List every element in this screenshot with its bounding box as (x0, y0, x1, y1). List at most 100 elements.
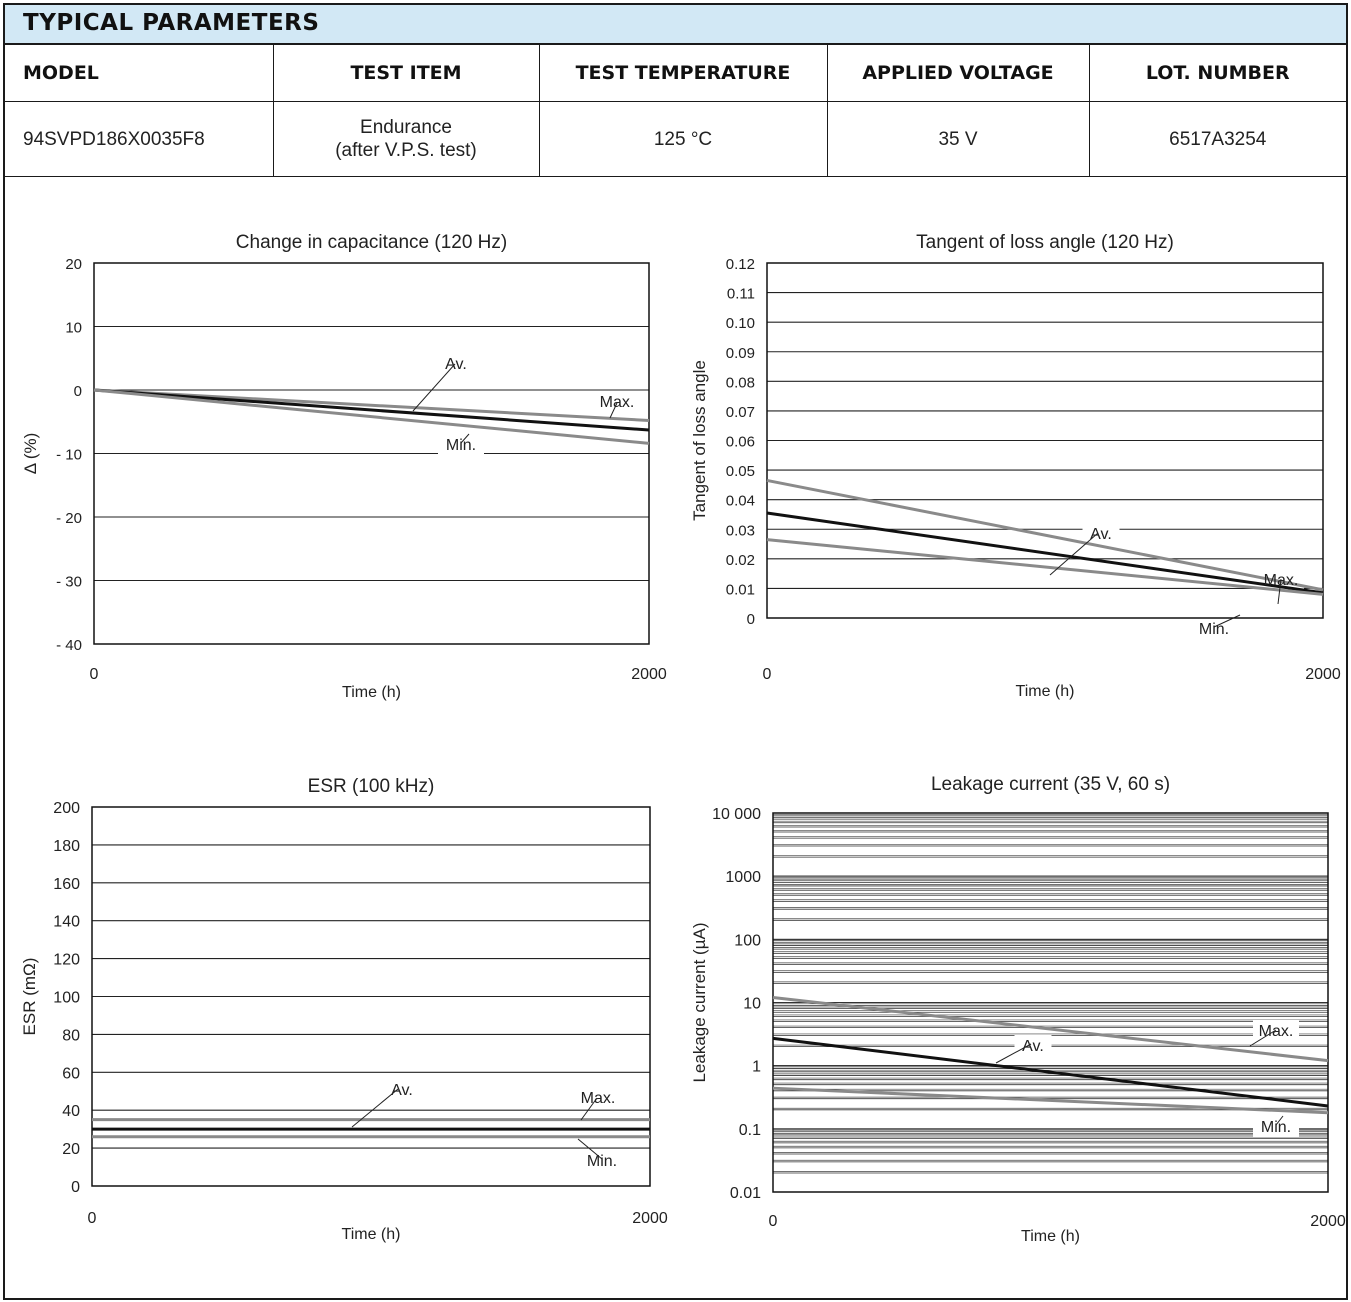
plot-frame (766, 262, 1324, 619)
y-tick-label: 40 (62, 1103, 80, 1120)
y-tick-label: 200 (53, 800, 80, 817)
y-tick-label: 0.03 (726, 522, 755, 539)
y-tick-label: 0.1 (739, 1122, 761, 1139)
x-tick-label: 2000 (631, 666, 667, 683)
plot-frame (772, 812, 1329, 1193)
y-tick-label: 100 (734, 932, 761, 949)
label-leader (460, 433, 470, 444)
y-tick-label: 10 (743, 996, 761, 1013)
x-tick-label: 0 (769, 1213, 778, 1230)
series-label-av: Av. (445, 356, 467, 373)
y-tick-label: 10 000 (712, 806, 761, 823)
label-backdrop (383, 1079, 421, 1100)
table-row: 94SVPD186X0035F8 Endurance (after V.P.S.… (5, 101, 1346, 177)
x-tick-label: 0 (90, 666, 99, 683)
x-tick-label: 2000 (632, 1210, 668, 1227)
chart-4: Max. Av. Min. Leakage current (35 V, 60 s) 1… (690, 774, 1346, 1245)
y-tick-label: - 20 (56, 510, 82, 527)
y-tick-label: 180 (53, 838, 80, 855)
x-tick-label: 2000 (1310, 1213, 1346, 1230)
label-leader (351, 1088, 399, 1128)
y-tick-label: 0.06 (726, 434, 755, 451)
y-tick-label: 0.04 (726, 493, 755, 510)
x-axis-label: Time (h) (1016, 683, 1075, 700)
label-leader (1249, 1029, 1277, 1047)
y-tick-label: 0.05 (726, 463, 755, 480)
label-leader (1049, 532, 1099, 576)
label-backdrop (575, 1087, 621, 1108)
chart-1: Max. Av. Min. Change in capacitance (120 Hz… (21, 232, 667, 701)
column-header-model: MODEL (5, 45, 274, 102)
y-tick-label: 100 (53, 990, 80, 1007)
series-line-av (93, 388, 650, 432)
title-banner: TYPICAL PARAMETERS (5, 5, 1346, 45)
series-label-max: Max. (581, 1090, 616, 1107)
series-label-max: Max. (1264, 572, 1299, 589)
x-axis-label: Time (h) (342, 1226, 401, 1243)
series-label-min: Min. (587, 1153, 617, 1170)
series-line-max (93, 388, 650, 422)
column-header-test-temperature: TEST TEMPERATURE (538, 45, 828, 102)
label-leader (1277, 578, 1282, 605)
y-tick-label: 0.09 (726, 345, 755, 362)
label-leader (580, 1097, 598, 1121)
y-axis-label: Δ (%) (21, 433, 40, 475)
cell-applied-voltage: 35 V (826, 101, 1090, 177)
label-backdrop (438, 434, 484, 455)
y-tick-label: - 30 (56, 574, 82, 591)
y-tick-label: 0 (747, 611, 755, 628)
series-label-av: Av. (1090, 526, 1112, 543)
series-line-av (772, 1036, 1329, 1108)
series-label-max: Max. (1259, 1023, 1294, 1040)
y-tick-label: 0.07 (726, 404, 755, 421)
chart-3: Max.Av.Min.ESR (100 kHz)2001801601401201… (20, 776, 668, 1243)
y-tick-label: 10 (65, 320, 82, 337)
x-tick-label: 2000 (1305, 666, 1341, 683)
y-axis-label: Tangent of loss angle (690, 360, 709, 521)
y-tick-label: 20 (65, 256, 82, 273)
cell-test-item: Endurance (after V.P.S. test) (272, 101, 540, 177)
label-leader (1275, 1115, 1284, 1126)
test-item-line-2: (after V.P.S. test) (335, 140, 477, 161)
y-tick-label: 140 (53, 914, 80, 931)
label-backdrop (1014, 1035, 1052, 1056)
plot-frame (93, 262, 650, 645)
y-tick-label: - 40 (56, 637, 82, 654)
chart-title: Leakage current (35 V, 60 s) (931, 774, 1170, 795)
series-line-min (766, 538, 1324, 596)
series-line-max (772, 996, 1329, 1063)
chart-title: Tangent of loss angle (120 Hz) (916, 232, 1174, 253)
x-axis-label: Time (h) (342, 684, 401, 701)
y-tick-label: 20 (62, 1141, 80, 1158)
parameters-table: MODEL TEST ITEM TEST TEMPERATURE APPLIED… (5, 45, 1346, 177)
x-axis-label: Time (h) (1021, 1228, 1080, 1245)
test-item-line-1: Endurance (360, 117, 452, 138)
y-tick-label: 0.12 (726, 256, 755, 273)
label-backdrop (1253, 1116, 1299, 1137)
y-tick-label: 1000 (725, 869, 761, 886)
x-tick-label: 0 (88, 1210, 97, 1227)
label-leader (609, 402, 618, 419)
series-line-max (766, 478, 1324, 592)
cell-test-temperature: 125 °C (538, 101, 828, 177)
plot-frame (91, 806, 651, 1187)
label-backdrop (579, 1150, 625, 1171)
y-tick-label: 0.02 (726, 552, 755, 569)
label-backdrop (594, 391, 640, 412)
y-tick-label: 80 (62, 1027, 80, 1044)
y-tick-label: - 10 (56, 447, 82, 464)
y-tick-label: 0 (74, 383, 82, 400)
y-tick-label: 0 (71, 1179, 80, 1196)
label-leader (412, 363, 456, 412)
label-leader (1213, 614, 1241, 628)
series-label-min: Min. (1261, 1119, 1291, 1136)
column-header-applied-voltage: APPLIED VOLTAGE (826, 45, 1090, 102)
series-label-av: Av. (1022, 1038, 1044, 1055)
label-backdrop (1191, 618, 1237, 639)
y-tick-label: 0.11 (727, 286, 755, 303)
page-title: TYPICAL PARAMETERS (23, 10, 320, 36)
label-leader (577, 1138, 603, 1160)
chart-title: ESR (100 kHz) (308, 776, 435, 797)
y-axis-label: ESR (mΩ) (20, 958, 39, 1036)
